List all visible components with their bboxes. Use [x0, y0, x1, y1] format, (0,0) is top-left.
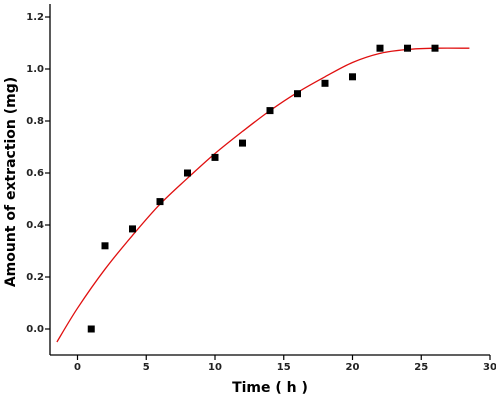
data-point	[129, 225, 136, 233]
axes	[49, 4, 490, 356]
y-tick-label: 0.6	[26, 168, 44, 179]
data-point	[321, 79, 329, 87]
data-point	[431, 44, 439, 52]
data-point	[87, 325, 95, 333]
data-points-layer	[87, 44, 439, 333]
data-point	[376, 44, 384, 52]
data-point	[211, 153, 219, 161]
fit-curve-layer	[56, 47, 470, 343]
data-point	[404, 44, 411, 52]
data-point	[156, 198, 164, 206]
x-tick-label: 30	[483, 362, 496, 373]
y-axis-title: Amount of extraction (mg)	[3, 77, 19, 287]
y-tick-label: 0.2	[26, 272, 44, 283]
x-tick-label: 20	[346, 362, 360, 373]
x-tick-label: 5	[143, 362, 150, 373]
y-tick-label: 0.0	[26, 324, 44, 335]
x-tick-label: 10	[208, 362, 222, 373]
x-tick-label: 25	[414, 362, 428, 373]
data-point	[294, 90, 301, 98]
ticks: 0 5 10 15 20 25 30 0.0 0.2 0.4 0.6 0.8 1.0 1.2	[26, 12, 496, 373]
y-tick-label: 1.0	[26, 64, 44, 75]
x-axis-title: Time ( h )	[232, 380, 308, 396]
data-point	[184, 169, 191, 177]
data-point	[101, 242, 109, 250]
x-tick-label: 0	[74, 362, 81, 373]
data-point	[239, 139, 246, 147]
x-tick-label: 15	[277, 362, 291, 373]
data-point	[266, 107, 274, 115]
y-tick-label: 0.8	[26, 116, 44, 127]
y-tick-label: 1.2	[26, 12, 44, 23]
data-point	[349, 73, 356, 81]
y-tick-label: 0.4	[26, 220, 44, 231]
fit-curve	[56, 47, 470, 343]
